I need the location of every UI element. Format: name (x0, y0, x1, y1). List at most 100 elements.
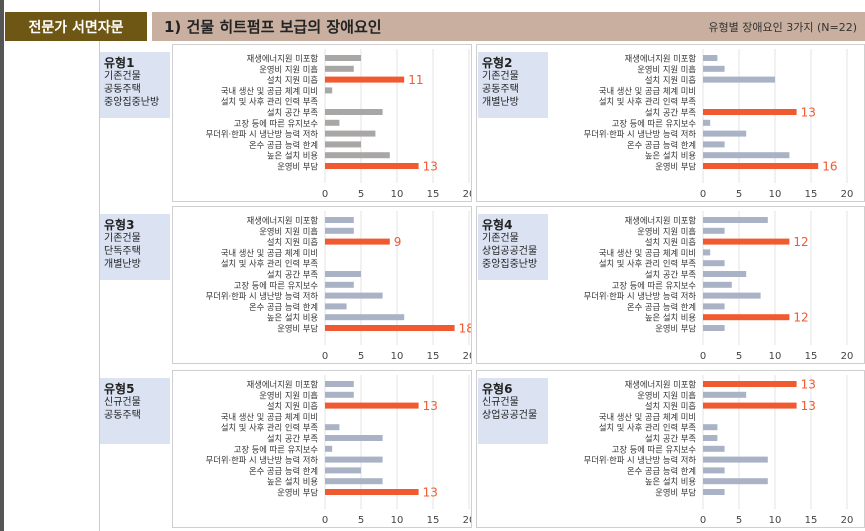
x-tick-label: 10 (769, 189, 782, 200)
x-tick-label: 5 (358, 515, 364, 526)
bar (325, 76, 405, 83)
category-label: 설치 지원 미흡 (645, 237, 696, 247)
category-label: 국내 생산 및 공급 체계 미비 (221, 412, 318, 422)
type-label-box: 유형5 신규건물 공동주택 (100, 378, 170, 444)
data-label: 13 (801, 378, 816, 392)
bar (325, 292, 383, 299)
bar (703, 260, 725, 267)
bar (325, 163, 419, 169)
category-label: 고장 등에 따른 유지보수 (234, 280, 319, 290)
category-label: 설치 공간 부족 (267, 270, 318, 280)
x-tick-label: 5 (358, 189, 364, 200)
bar (703, 55, 718, 61)
category-label: 설치 및 사후 관리 인력 부족 (599, 423, 697, 433)
x-tick-label: 10 (769, 515, 782, 526)
category-label: 운영비 부담 (277, 324, 318, 334)
chart-panel-6: 0 5 10 15 20 재생에너지원 미포함 13 운영비 지원 미흡 설치 지원 미흡 13 국… (476, 370, 865, 528)
left-edge-strip (0, 0, 4, 531)
type-desc: 개별난방 (104, 259, 141, 270)
type-desc: 상업공공건물 (482, 246, 538, 257)
type-desc: 공동주택 (104, 84, 141, 95)
bar (703, 402, 797, 409)
bar (703, 325, 725, 331)
bar (703, 435, 718, 441)
x-tick-label: 20 (463, 189, 471, 200)
x-tick-label: 0 (322, 515, 328, 526)
data-label: 12 (793, 311, 808, 325)
category-label: 운영비 지원 미흡 (259, 64, 318, 74)
category-label: 설치 및 사후 관리 인력 부족 (221, 423, 319, 433)
bar (325, 456, 383, 463)
category-label: 설치 및 사후 관리 인력 부족 (221, 259, 319, 269)
category-label: 운영비 부담 (655, 488, 696, 498)
bar (325, 314, 405, 321)
bar (703, 456, 768, 463)
bar (703, 391, 747, 398)
x-tick-label: 15 (427, 189, 440, 200)
x-tick-label: 15 (427, 351, 440, 362)
category-label: 높은 설치 비용 (267, 477, 318, 487)
bar (325, 303, 347, 310)
x-tick-label: 20 (463, 351, 471, 362)
category-label: 온수 공급 능력 한계 (627, 302, 696, 312)
x-tick-label: 20 (841, 189, 854, 200)
category-label: 무더위·한파 시 냉난방 능력 저하 (206, 129, 319, 139)
bar (325, 119, 340, 126)
bar (703, 65, 725, 72)
category-label: 국내 생산 및 공급 체계 미비 (221, 248, 318, 258)
bar (703, 76, 775, 83)
bar (703, 217, 768, 223)
x-tick-label: 5 (358, 351, 364, 362)
type-desc: 신규건물 (104, 397, 141, 408)
bar (325, 281, 354, 288)
category-label: 고장 등에 따른 유지보수 (612, 280, 697, 290)
category-label: 운영비 지원 미흡 (259, 226, 318, 236)
category-label: 운영비 부담 (655, 324, 696, 334)
category-label: 고장 등에 따른 유지보수 (234, 444, 319, 454)
data-label: 13 (423, 160, 438, 174)
category-label: 온수 공급 능력 한계 (249, 466, 318, 476)
data-label: 13 (423, 486, 438, 500)
bar (325, 402, 419, 409)
type-desc: 상업공공건물 (482, 410, 538, 421)
category-label: 재생에너지원 미포함 (625, 54, 697, 64)
type-desc: 개별난방 (482, 97, 519, 108)
category-label: 높은 설치 비용 (267, 151, 318, 161)
category-label: 설치 지원 미흡 (267, 75, 318, 85)
category-label: 재생에너지원 미포함 (247, 54, 319, 64)
category-label: 운영비 지원 미흡 (637, 226, 696, 236)
category-label: 설치 및 사후 관리 인력 부족 (221, 97, 319, 107)
x-tick-label: 0 (700, 189, 706, 200)
data-label: 13 (423, 399, 438, 413)
type-desc: 중앙집중난방 (104, 97, 160, 108)
type-label-box: 유형1 기존건물 공동주택 중앙집중난방 (100, 52, 170, 118)
category-label: 설치 및 사후 관리 인력 부족 (599, 97, 697, 107)
type-desc: 공동주택 (482, 84, 519, 95)
x-tick-label: 0 (700, 515, 706, 526)
x-tick-label: 20 (463, 515, 471, 526)
x-tick-label: 0 (700, 351, 706, 362)
x-tick-label: 10 (769, 351, 782, 362)
bar (325, 217, 354, 223)
bar (325, 478, 383, 485)
bar (703, 281, 732, 288)
category-label: 무더위·한파 시 냉난방 능력 저하 (584, 129, 697, 139)
bar (325, 445, 333, 452)
type-label: 유형4 (482, 218, 513, 232)
bar (703, 303, 725, 310)
x-tick-label: 5 (736, 515, 742, 526)
x-tick-label: 10 (391, 515, 404, 526)
bar (703, 238, 790, 245)
bar (325, 130, 376, 137)
category-label: 설치 공간 부족 (645, 434, 696, 444)
type-label-box: 유형6 신규건물 상업공공건물 (478, 378, 548, 444)
type-label: 유형3 (104, 218, 135, 232)
bar (325, 271, 361, 277)
category-label: 고장 등에 따른 유지보수 (234, 118, 319, 128)
